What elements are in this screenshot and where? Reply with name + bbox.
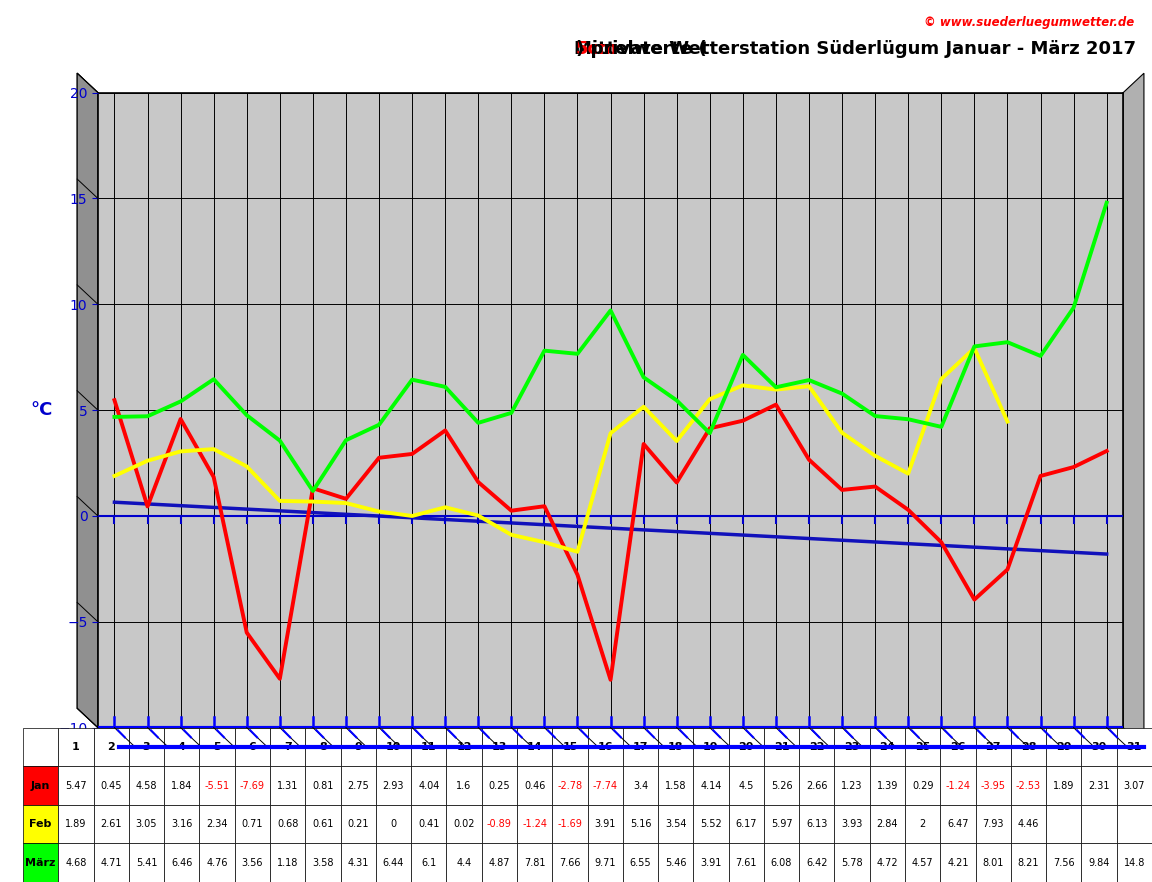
Text: Mittelwerte (: Mittelwerte ( — [575, 40, 707, 57]
Text: © www.suederluegumwetter.de: © www.suederluegumwetter.de — [924, 16, 1135, 28]
Text: 5cm: 5cm — [576, 40, 617, 57]
Text: ) private Wetterstation Süderlügum Januar - März 2017: ) private Wetterstation Süderlügum Janua… — [576, 40, 1137, 57]
Y-axis label: °C: °C — [30, 401, 53, 419]
